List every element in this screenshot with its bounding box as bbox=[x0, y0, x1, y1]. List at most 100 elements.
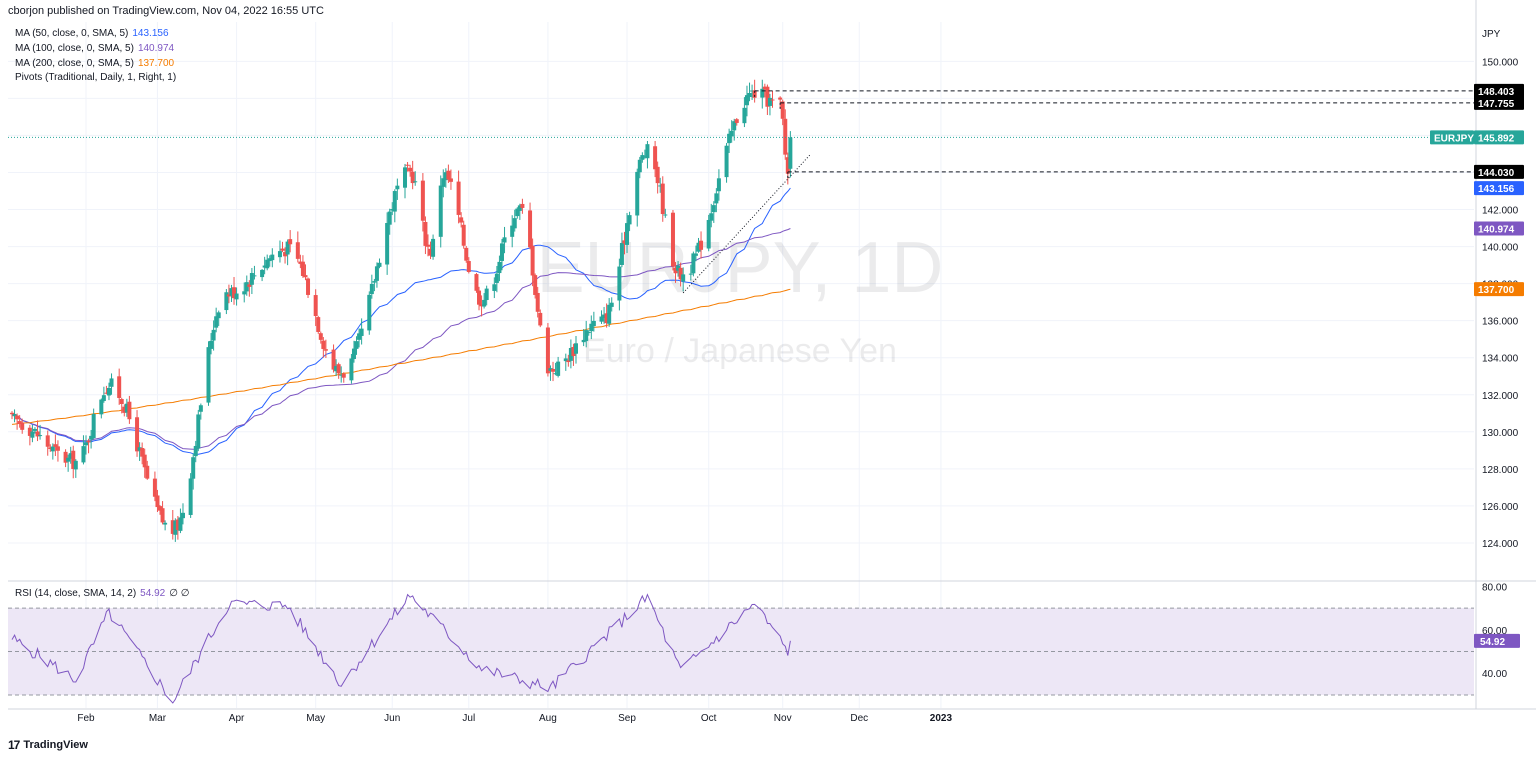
candles[interactable] bbox=[10, 79, 793, 542]
candle[interactable] bbox=[145, 460, 150, 480]
candle[interactable] bbox=[55, 440, 60, 462]
candle[interactable] bbox=[566, 354, 571, 367]
candle[interactable] bbox=[744, 85, 749, 117]
candle[interactable] bbox=[466, 257, 471, 274]
candle[interactable] bbox=[265, 254, 270, 271]
candle[interactable] bbox=[535, 286, 540, 318]
candle[interactable] bbox=[395, 178, 400, 200]
candle[interactable] bbox=[688, 264, 693, 281]
candle[interactable] bbox=[247, 280, 252, 297]
candle[interactable] bbox=[321, 337, 326, 358]
candle[interactable] bbox=[548, 365, 553, 381]
candle[interactable] bbox=[374, 262, 379, 288]
candle[interactable] bbox=[369, 274, 374, 299]
candle[interactable] bbox=[392, 189, 397, 223]
candle[interactable] bbox=[86, 438, 91, 454]
candle[interactable] bbox=[780, 99, 785, 126]
candle[interactable] bbox=[89, 429, 94, 449]
candle[interactable] bbox=[625, 212, 630, 254]
candle[interactable] bbox=[767, 93, 772, 116]
candle[interactable] bbox=[727, 128, 732, 154]
candle[interactable] bbox=[66, 454, 71, 472]
candle[interactable] bbox=[581, 329, 586, 347]
candle[interactable] bbox=[191, 453, 196, 490]
candle[interactable] bbox=[173, 518, 178, 542]
candle[interactable] bbox=[464, 245, 469, 263]
candle[interactable] bbox=[53, 434, 58, 457]
candle[interactable] bbox=[285, 239, 290, 266]
candle[interactable] bbox=[50, 443, 55, 460]
candle[interactable] bbox=[658, 177, 663, 193]
candle[interactable] bbox=[244, 275, 249, 296]
candle[interactable] bbox=[38, 424, 43, 440]
candle[interactable] bbox=[73, 459, 78, 478]
candle[interactable] bbox=[249, 268, 254, 295]
candle[interactable] bbox=[512, 209, 517, 232]
candle[interactable] bbox=[517, 203, 522, 220]
candle[interactable] bbox=[617, 258, 622, 311]
candle[interactable] bbox=[681, 267, 686, 292]
candle[interactable] bbox=[117, 368, 122, 405]
candle[interactable] bbox=[456, 170, 461, 224]
candle[interactable] bbox=[609, 297, 614, 312]
candle[interactable] bbox=[175, 515, 180, 540]
candle[interactable] bbox=[242, 282, 247, 303]
candle[interactable] bbox=[155, 489, 160, 513]
candle[interactable] bbox=[706, 214, 711, 252]
candle[interactable] bbox=[571, 343, 576, 366]
candle[interactable] bbox=[262, 256, 267, 275]
candle[interactable] bbox=[152, 471, 157, 502]
candle[interactable] bbox=[533, 273, 538, 299]
candle[interactable] bbox=[339, 366, 344, 383]
candle[interactable] bbox=[84, 435, 89, 455]
candle[interactable] bbox=[81, 435, 86, 465]
candle[interactable] bbox=[331, 344, 336, 373]
candle[interactable] bbox=[318, 331, 323, 344]
candle[interactable] bbox=[45, 430, 50, 456]
candle[interactable] bbox=[729, 120, 734, 143]
legend-ma50[interactable]: MA (50, close, 0, SMA, 5) 143.156 bbox=[15, 28, 169, 39]
candle[interactable] bbox=[676, 260, 681, 277]
candle[interactable] bbox=[405, 162, 410, 172]
candle[interactable] bbox=[778, 96, 783, 108]
candle[interactable] bbox=[760, 79, 765, 109]
candle[interactable] bbox=[515, 207, 520, 219]
candle[interactable] bbox=[298, 254, 303, 269]
candle[interactable] bbox=[71, 445, 76, 479]
candle[interactable] bbox=[306, 277, 311, 298]
candle[interactable] bbox=[492, 277, 497, 299]
candle[interactable] bbox=[477, 286, 482, 311]
candle[interactable] bbox=[351, 340, 356, 363]
candle[interactable] bbox=[372, 278, 377, 292]
candle[interactable] bbox=[663, 208, 668, 218]
candle[interactable] bbox=[106, 382, 111, 401]
candle[interactable] bbox=[303, 264, 308, 281]
candle[interactable] bbox=[765, 84, 770, 116]
candle[interactable] bbox=[568, 339, 573, 369]
candle[interactable] bbox=[750, 84, 755, 101]
candle[interactable] bbox=[359, 318, 364, 345]
candle[interactable] bbox=[709, 203, 714, 228]
candle[interactable] bbox=[742, 97, 747, 128]
candle[interactable] bbox=[387, 208, 392, 235]
candle[interactable] bbox=[48, 444, 53, 452]
candle[interactable] bbox=[783, 109, 788, 160]
candle[interactable] bbox=[17, 415, 22, 428]
candle[interactable] bbox=[35, 420, 40, 442]
candle[interactable] bbox=[99, 398, 104, 419]
candle[interactable] bbox=[591, 311, 596, 332]
candle[interactable] bbox=[482, 293, 487, 309]
legend-ma200[interactable]: MA (200, close, 0, SMA, 5) 137.700 bbox=[15, 58, 174, 69]
tradingview-brand[interactable]: 17 TradingView bbox=[8, 738, 88, 752]
candle[interactable] bbox=[551, 361, 556, 382]
candle[interactable] bbox=[170, 509, 175, 540]
candle[interactable] bbox=[142, 448, 147, 478]
candle[interactable] bbox=[206, 341, 211, 406]
candle[interactable] bbox=[160, 501, 165, 525]
candle[interactable] bbox=[607, 298, 612, 327]
candle[interactable] bbox=[27, 424, 32, 446]
candle[interactable] bbox=[336, 362, 341, 379]
candle[interactable] bbox=[448, 169, 453, 190]
candle[interactable] bbox=[413, 171, 418, 186]
